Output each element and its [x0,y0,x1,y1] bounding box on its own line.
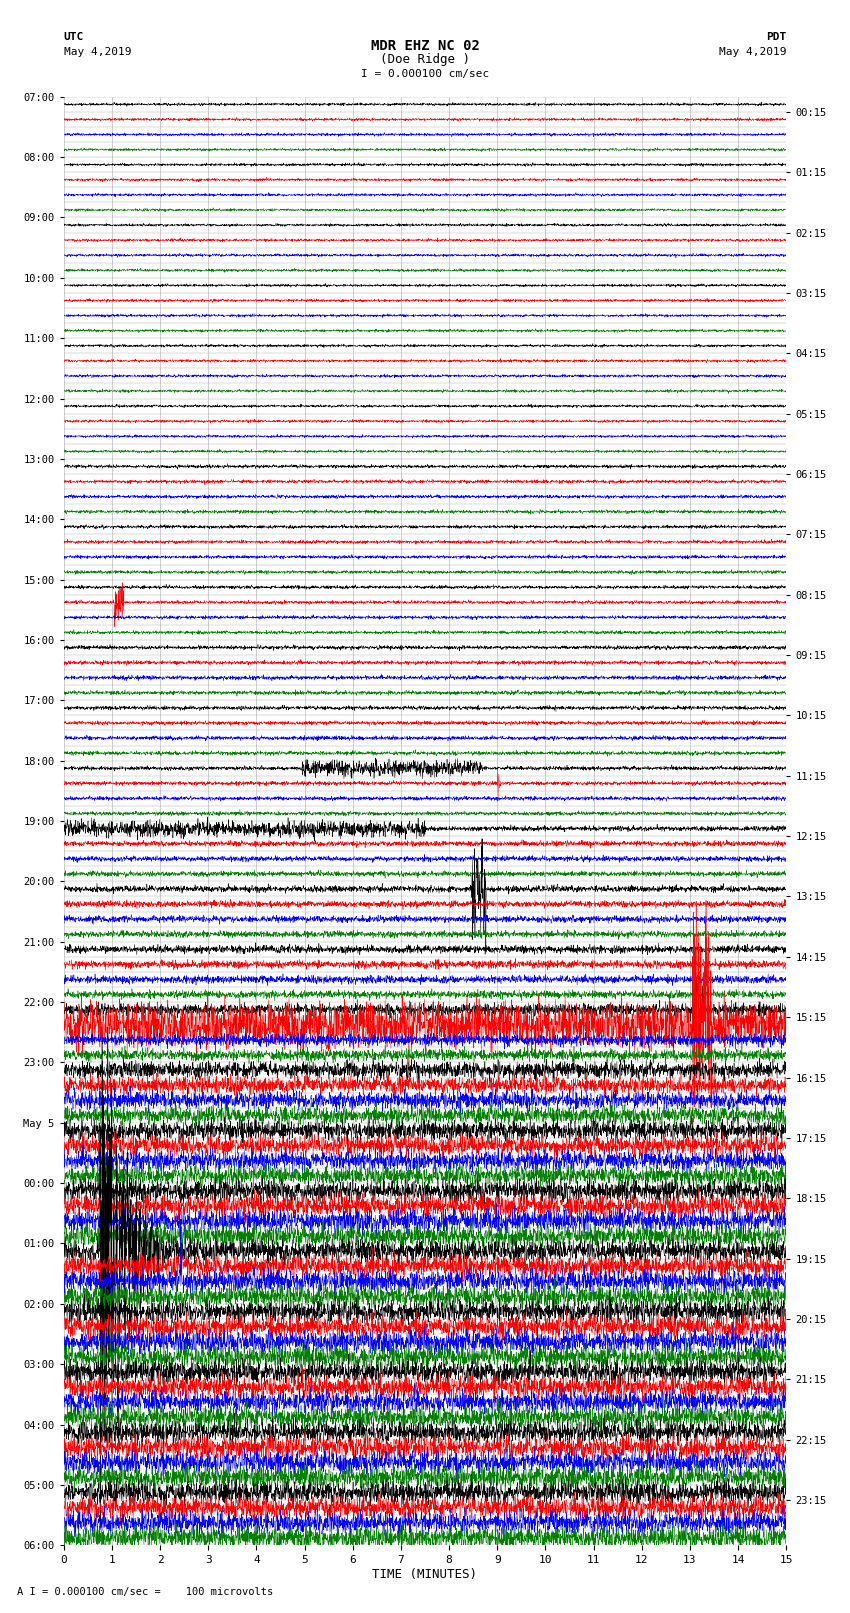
Text: A I = 0.000100 cm/sec =    100 microvolts: A I = 0.000100 cm/sec = 100 microvolts [17,1587,273,1597]
Text: May 4,2019: May 4,2019 [719,47,786,56]
X-axis label: TIME (MINUTES): TIME (MINUTES) [372,1568,478,1581]
Text: May 4,2019: May 4,2019 [64,47,131,56]
Text: (Doe Ridge ): (Doe Ridge ) [380,53,470,66]
Text: PDT: PDT [766,32,786,42]
Text: MDR EHZ NC 02: MDR EHZ NC 02 [371,39,479,53]
Text: UTC: UTC [64,32,84,42]
Text: I = 0.000100 cm/sec: I = 0.000100 cm/sec [361,69,489,79]
